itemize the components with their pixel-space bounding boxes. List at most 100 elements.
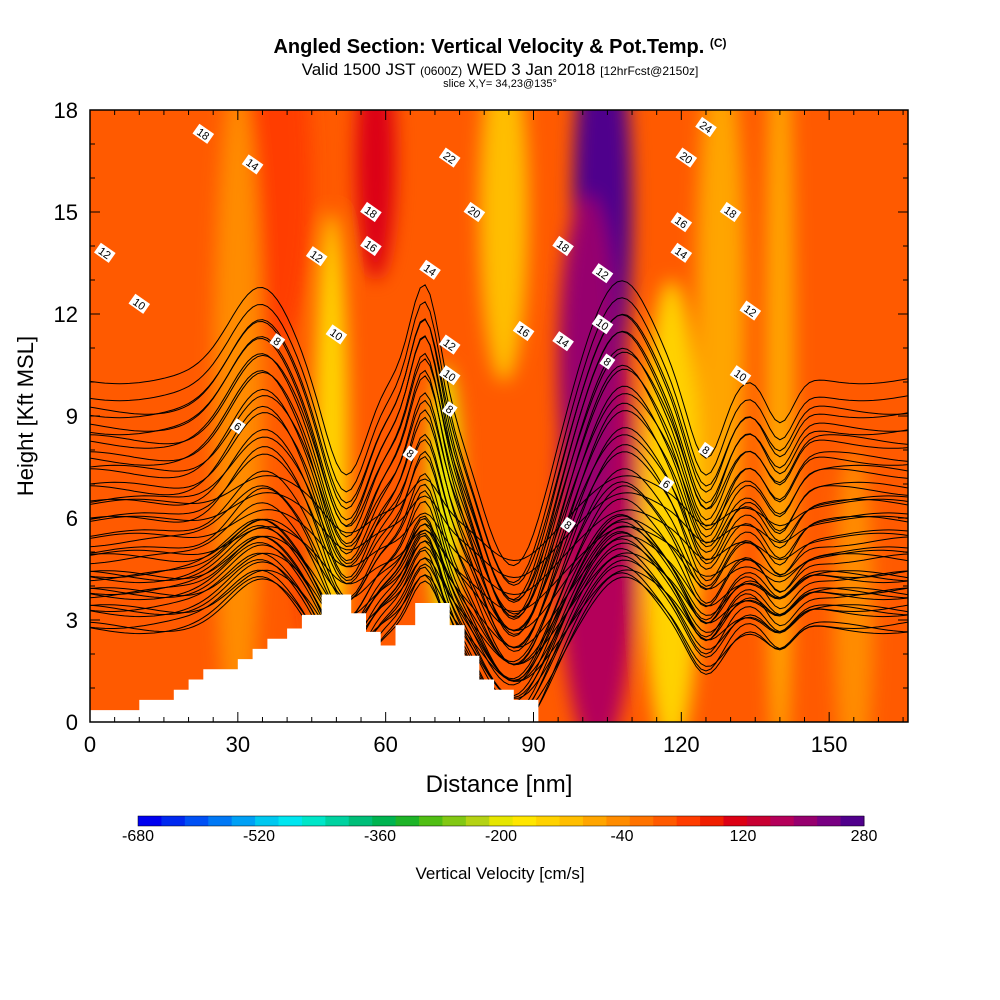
colorbar-swatch	[325, 816, 350, 826]
contour-label-box	[360, 235, 382, 257]
contour-label-text: 20	[465, 204, 482, 221]
theta-contour-line	[90, 515, 908, 697]
colorbar-title: Vertical Velocity [cm/s]	[415, 864, 585, 883]
contour-label-box	[269, 333, 286, 350]
colorbar-tick-label: 280	[850, 828, 878, 845]
theta-contour-line	[90, 385, 908, 635]
y-tick-label: 18	[54, 98, 78, 123]
theta-contour-line	[90, 347, 908, 620]
theta-contour-line	[90, 444, 908, 666]
colorbar-swatch	[465, 816, 490, 826]
contour-label: 8	[698, 441, 714, 459]
contour-label-text: 14	[244, 157, 261, 174]
colorbar-tick-label: -520	[242, 828, 276, 845]
contour-label: 12	[739, 300, 762, 321]
contour-label: 10	[438, 365, 461, 386]
theta-contour-line	[90, 535, 908, 648]
y-tick-label: 15	[54, 200, 78, 225]
contour-label: 6	[229, 418, 246, 435]
contour-label-box	[719, 201, 742, 223]
contour-label-text: 10	[327, 327, 344, 344]
contour-label-box	[229, 418, 246, 435]
y-axis-label: Height [Kft MSL]	[13, 336, 38, 496]
contour-label-box	[729, 365, 752, 386]
contour-label: 22	[438, 147, 461, 168]
valid-date-text: WED 3 Jan 2018	[466, 60, 596, 79]
contour-label-text: 12	[741, 303, 758, 320]
contour-label-box	[305, 246, 328, 267]
contour-label-box	[438, 334, 461, 355]
theta-contour-line	[90, 514, 908, 686]
contour-label-text: 10	[593, 317, 610, 334]
contour-label: 20	[463, 201, 486, 223]
velocity-feature	[696, 110, 746, 586]
theta-contour-line	[90, 410, 908, 632]
contour-label-text: 8	[561, 519, 573, 532]
contour-label-box	[128, 293, 151, 314]
colorbar-swatch	[606, 816, 631, 826]
contour-label-box	[419, 259, 441, 280]
contour-label: 14	[552, 331, 574, 352]
contour-label: 18	[552, 235, 574, 257]
contour-label-box	[438, 365, 461, 386]
contour-label-box	[591, 263, 614, 284]
theta-contour-line	[90, 572, 908, 722]
theta-contour-line	[90, 280, 908, 567]
colorbar-swatch	[231, 816, 256, 826]
contour-label: 18	[192, 123, 215, 144]
colorbar-swatch	[161, 816, 186, 826]
colorbar-swatch	[817, 816, 842, 826]
colorbar-swatch	[489, 816, 514, 826]
colorbar-swatch	[653, 816, 678, 826]
contour-label-box	[438, 147, 461, 168]
velocity-feature	[479, 110, 529, 382]
contour-label: 8	[599, 353, 616, 370]
theta-contour-line	[90, 475, 908, 562]
theta-contour-line	[90, 393, 908, 615]
contour-label: 10	[128, 293, 151, 314]
terrain-profile	[90, 594, 539, 722]
contour-label-box	[552, 235, 574, 257]
contour-label-box	[560, 516, 576, 533]
colorbar-swatch	[559, 816, 584, 826]
contour-label: 8	[441, 401, 458, 418]
contour-label-text: 18	[722, 204, 739, 221]
contour-label-text: 10	[441, 368, 458, 385]
colorbar-tick-label: -360	[363, 828, 397, 845]
colorbar-swatch	[676, 816, 701, 826]
theta-contour-line	[90, 538, 908, 698]
contour-label: 18	[719, 201, 742, 223]
contour-label-text: 16	[515, 323, 532, 340]
theta-contour-line	[90, 468, 908, 665]
contour-label-text: 14	[554, 334, 571, 351]
contour-label-box	[739, 300, 762, 321]
terrain	[90, 594, 539, 722]
colorbar-swatch	[208, 816, 233, 826]
colorbar-swatch	[746, 816, 771, 826]
contour-label-text: 16	[672, 215, 689, 232]
theta-contour-line	[90, 565, 908, 722]
contour-label-text: 8	[443, 403, 455, 416]
theta-contour-line	[90, 297, 908, 584]
x-axis-label: Distance [nm]	[426, 771, 573, 798]
theta-contour-line	[90, 314, 908, 601]
valid-time-line: Valid 1500 JST (0600Z) WED 3 Jan 2018 [1…	[0, 60, 1000, 80]
theta-contour-line	[90, 521, 908, 681]
contour-label: 12	[93, 242, 116, 263]
contour-label-text: 24	[697, 119, 714, 136]
contour-label-box	[192, 123, 215, 144]
forecast-run-text: [12hrFcst@2150z]	[600, 64, 699, 78]
contour-label-box	[591, 314, 614, 335]
contour-label-box	[325, 324, 348, 345]
contour-label: 14	[241, 154, 264, 175]
colorbar	[137, 815, 865, 827]
contour-label: 14	[670, 242, 693, 263]
chart-title: Angled Section: Vertical Velocity & Pot.…	[0, 36, 1000, 59]
contour-label-text: 12	[441, 337, 458, 354]
x-tick-label: 90	[521, 732, 545, 757]
contour-label-box	[695, 116, 717, 138]
contour-label-text: 12	[593, 266, 610, 283]
colorbar-tick-label: -40	[610, 828, 634, 845]
colorbar-swatch	[442, 816, 467, 826]
